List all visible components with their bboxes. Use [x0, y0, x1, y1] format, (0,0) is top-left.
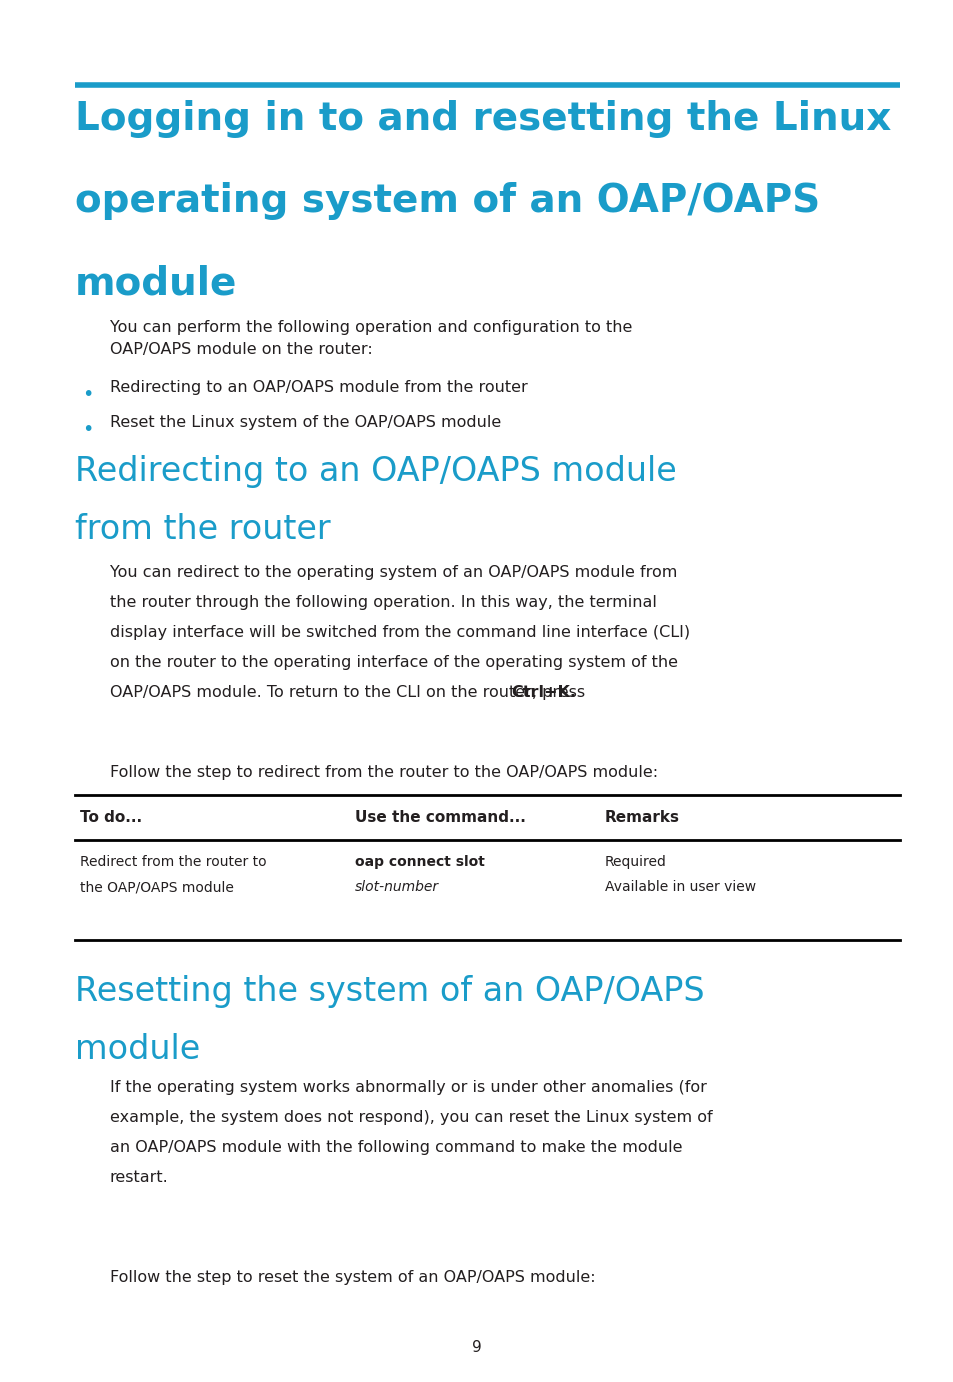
Text: Redirecting to an OAP/OAPS module: Redirecting to an OAP/OAPS module: [75, 455, 676, 488]
Text: Resetting the system of an OAP/OAPS: Resetting the system of an OAP/OAPS: [75, 974, 704, 1007]
Text: Follow the step to redirect from the router to the OAP/OAPS module:: Follow the step to redirect from the rou…: [110, 766, 658, 779]
Text: oap connect slot: oap connect slot: [355, 855, 484, 869]
Text: •: •: [82, 386, 93, 404]
Text: module: module: [75, 264, 237, 303]
Text: If the operating system works abnormally or is under other anomalies (for: If the operating system works abnormally…: [110, 1079, 706, 1095]
Text: You can redirect to the operating system of an OAP/OAPS module from: You can redirect to the operating system…: [110, 565, 677, 580]
Text: OAP/OAPS module on the router:: OAP/OAPS module on the router:: [110, 341, 373, 357]
Text: Required: Required: [604, 855, 666, 869]
Text: Logging in to and resetting the Linux: Logging in to and resetting the Linux: [75, 100, 890, 138]
Text: Remarks: Remarks: [604, 810, 679, 825]
Text: on the router to the operating interface of the operating system of the: on the router to the operating interface…: [110, 655, 678, 670]
Text: the router through the following operation. In this way, the terminal: the router through the following operati…: [110, 596, 657, 609]
Text: To do...: To do...: [80, 810, 142, 825]
Text: an OAP/OAPS module with the following command to make the module: an OAP/OAPS module with the following co…: [110, 1140, 681, 1155]
Text: Redirecting to an OAP/OAPS module from the router: Redirecting to an OAP/OAPS module from t…: [110, 380, 527, 395]
Text: Follow the step to reset the system of an OAP/OAPS module:: Follow the step to reset the system of a…: [110, 1270, 595, 1285]
Text: from the router: from the router: [75, 513, 331, 546]
Text: •: •: [82, 420, 93, 439]
Text: OAP/OAPS module. To return to the CLI on the router, press: OAP/OAPS module. To return to the CLI on…: [110, 685, 590, 701]
Text: example, the system does not respond), you can reset the Linux system of: example, the system does not respond), y…: [110, 1110, 712, 1125]
Text: Available in user view: Available in user view: [604, 880, 756, 894]
Text: Ctrl+K.: Ctrl+K.: [511, 685, 576, 701]
Text: display interface will be switched from the command line interface (CLI): display interface will be switched from …: [110, 625, 689, 640]
Text: Reset the Linux system of the OAP/OAPS module: Reset the Linux system of the OAP/OAPS m…: [110, 415, 500, 430]
Text: You can perform the following operation and configuration to the: You can perform the following operation …: [110, 321, 632, 334]
Text: 9: 9: [472, 1341, 481, 1354]
Text: the OAP/OAPS module: the OAP/OAPS module: [80, 880, 233, 894]
Text: operating system of an OAP/OAPS: operating system of an OAP/OAPS: [75, 182, 820, 220]
Text: Redirect from the router to: Redirect from the router to: [80, 855, 266, 869]
Text: module: module: [75, 1032, 200, 1066]
Text: slot-number: slot-number: [355, 880, 438, 894]
Text: restart.: restart.: [110, 1171, 169, 1184]
Text: Use the command...: Use the command...: [355, 810, 525, 825]
